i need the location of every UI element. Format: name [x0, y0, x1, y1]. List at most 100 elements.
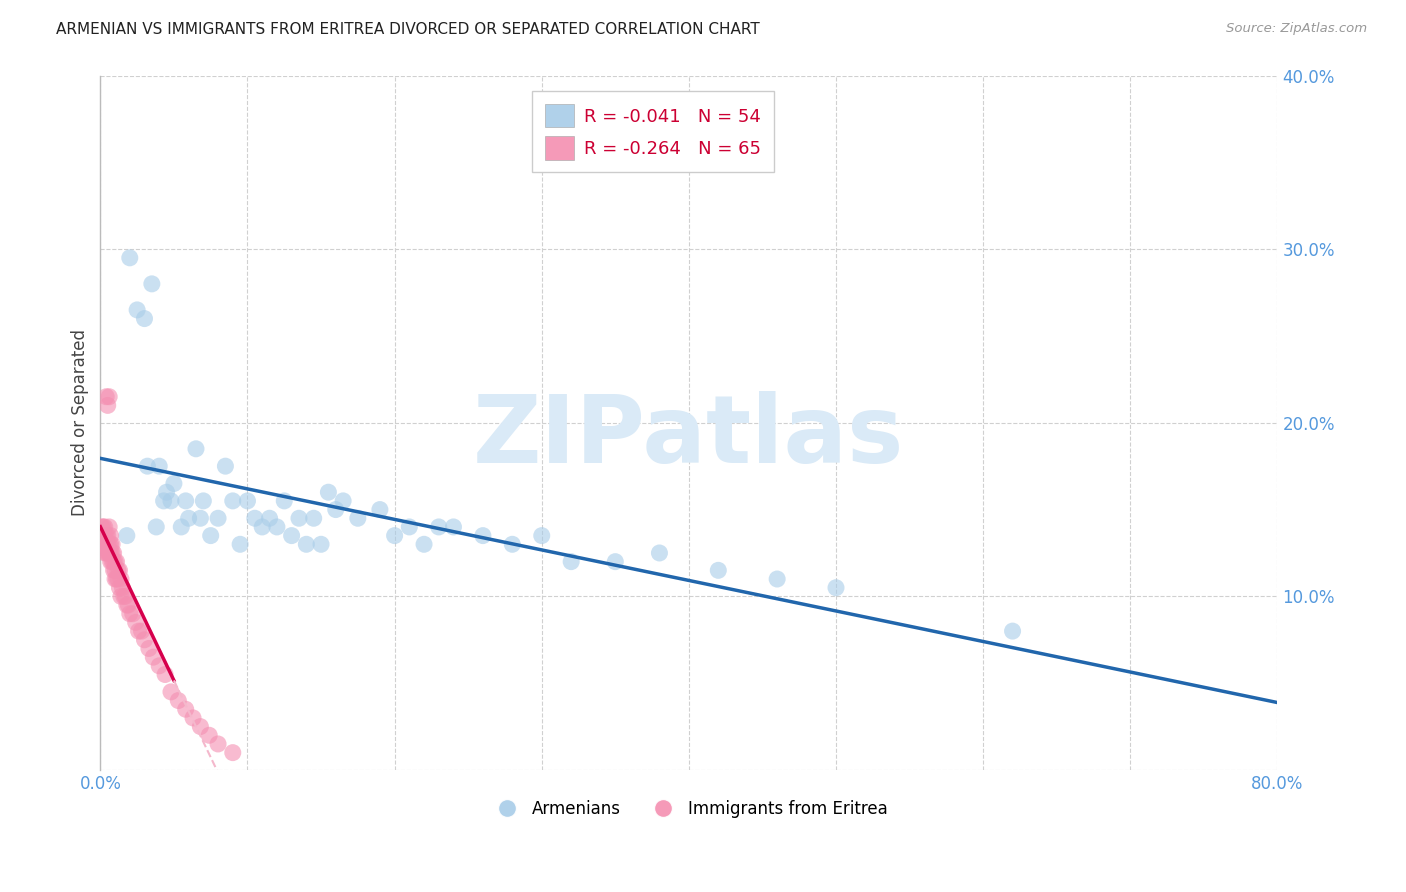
Point — [295, 537, 318, 551]
Point — [332, 494, 354, 508]
Point — [413, 537, 436, 551]
Point — [115, 598, 138, 612]
Point — [111, 581, 134, 595]
Point — [98, 520, 121, 534]
Point — [110, 572, 132, 586]
Point — [501, 537, 523, 551]
Point — [222, 494, 245, 508]
Point — [101, 555, 124, 569]
Point — [108, 563, 131, 577]
Point — [368, 502, 391, 516]
Point — [207, 737, 229, 751]
Point — [273, 494, 295, 508]
Point — [91, 528, 114, 542]
Point — [94, 520, 117, 534]
Point — [184, 442, 207, 456]
Point — [288, 511, 311, 525]
Y-axis label: Divorced or Separated: Divorced or Separated — [72, 329, 89, 516]
Point — [131, 624, 153, 639]
Point — [94, 546, 117, 560]
Legend: Armenians, Immigrants from Eritrea: Armenians, Immigrants from Eritrea — [484, 793, 894, 824]
Point — [160, 494, 183, 508]
Point — [190, 720, 212, 734]
Point — [325, 502, 347, 516]
Point — [107, 563, 129, 577]
Point — [181, 711, 204, 725]
Point — [96, 528, 118, 542]
Point — [266, 520, 288, 534]
Point — [153, 667, 176, 681]
Point — [118, 607, 141, 621]
Point — [163, 476, 186, 491]
Point — [97, 546, 120, 560]
Point — [309, 537, 332, 551]
Point — [104, 563, 127, 577]
Point — [104, 572, 127, 586]
Point — [96, 390, 118, 404]
Point — [98, 537, 121, 551]
Point — [214, 459, 236, 474]
Point — [427, 520, 450, 534]
Point — [160, 685, 183, 699]
Point — [104, 555, 127, 569]
Point — [152, 494, 174, 508]
Point — [96, 546, 118, 560]
Point — [384, 528, 406, 542]
Point — [243, 511, 266, 525]
Point — [605, 555, 627, 569]
Point — [398, 520, 420, 534]
Text: ZIPatlas: ZIPatlas — [474, 391, 904, 483]
Point — [302, 511, 325, 525]
Point — [118, 251, 141, 265]
Point — [94, 537, 117, 551]
Point — [94, 528, 117, 542]
Point — [443, 520, 465, 534]
Text: ARMENIAN VS IMMIGRANTS FROM ERITREA DIVORCED OR SEPARATED CORRELATION CHART: ARMENIAN VS IMMIGRANTS FROM ERITREA DIVO… — [56, 22, 761, 37]
Point — [193, 494, 215, 508]
Point — [100, 555, 122, 569]
Point — [127, 302, 149, 317]
Point — [207, 511, 229, 525]
Point — [155, 485, 177, 500]
Point — [148, 658, 170, 673]
Point — [648, 546, 671, 560]
Point — [250, 520, 273, 534]
Point — [103, 555, 125, 569]
Point — [112, 590, 135, 604]
Point — [707, 563, 730, 577]
Point — [101, 546, 124, 560]
Point — [124, 615, 146, 630]
Point — [91, 520, 114, 534]
Point — [142, 650, 165, 665]
Point — [105, 555, 128, 569]
Point — [128, 624, 150, 639]
Point — [236, 494, 259, 508]
Point — [280, 528, 302, 542]
Point — [117, 598, 139, 612]
Point — [98, 390, 121, 404]
Point — [91, 537, 114, 551]
Point — [97, 528, 120, 542]
Point — [97, 398, 120, 412]
Point — [98, 546, 121, 560]
Point — [170, 520, 193, 534]
Point — [107, 572, 129, 586]
Point — [138, 641, 160, 656]
Point — [190, 511, 212, 525]
Point — [198, 728, 221, 742]
Point — [766, 572, 789, 586]
Point — [101, 537, 124, 551]
Point — [318, 485, 340, 500]
Point — [174, 702, 197, 716]
Point — [100, 537, 122, 551]
Point — [174, 494, 197, 508]
Point — [167, 693, 190, 707]
Point — [347, 511, 370, 525]
Point — [145, 520, 167, 534]
Point — [103, 563, 125, 577]
Point — [110, 590, 132, 604]
Point — [121, 607, 143, 621]
Point — [108, 581, 131, 595]
Point — [177, 511, 200, 525]
Point — [115, 528, 138, 542]
